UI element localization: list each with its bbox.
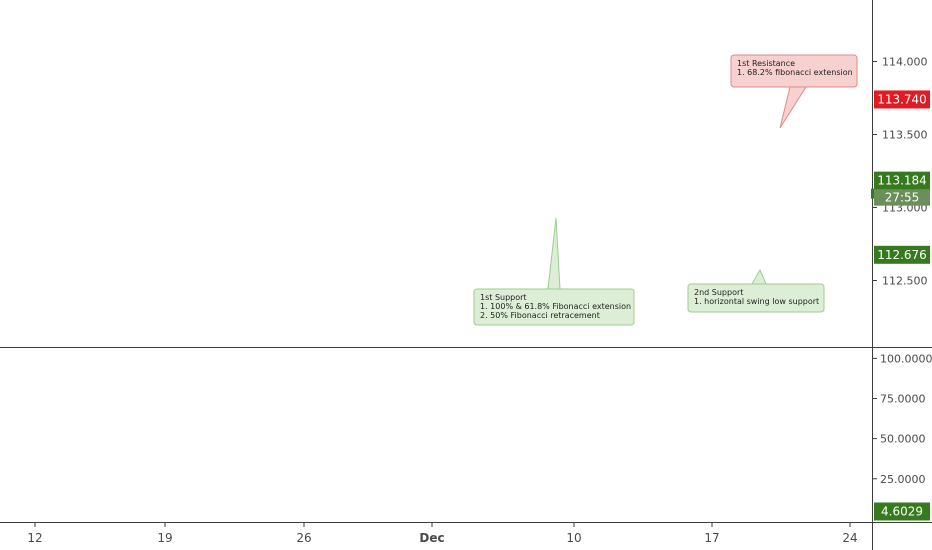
time-tick-label: 17 [704, 531, 719, 545]
time-tick-label: 26 [296, 531, 311, 545]
level-price-text: 112.676 [877, 248, 927, 262]
callout-line: 1. horizontal swing low support [694, 297, 819, 306]
time-tick-label: Dec [419, 531, 444, 545]
callout-title: 1st Resistance [737, 59, 795, 68]
osc-value-text: 4.6029 [881, 505, 923, 519]
time-tick-label: 24 [842, 531, 857, 545]
callout-line: 2. 50% Fibonacci retracement [480, 311, 600, 320]
callout-line: 1. 68.2% fibonacci extension [737, 68, 853, 77]
current-price-marker [871, 188, 874, 199]
countdown-text: 27:55 [885, 191, 920, 205]
level-price-text: 113.740 [877, 92, 927, 106]
level-price-tag [874, 171, 930, 190]
countdown-tag [874, 189, 930, 206]
time-tick-label: 19 [157, 531, 172, 545]
level-price-tag [874, 245, 930, 264]
callout-title: 1st Support [480, 293, 527, 302]
callout-box [687, 283, 825, 313]
time-tick-label: 12 [27, 531, 42, 545]
price-tick-label: 112.500 [882, 275, 928, 288]
callout-box [473, 288, 635, 326]
osc-tick-label: 100.0000 [880, 352, 932, 365]
osc-value-tag [874, 502, 930, 521]
price-tick-label: 114.000 [882, 56, 928, 69]
callout-title: 2nd Support [694, 288, 743, 297]
osc-tick-label: 75.0000 [880, 393, 926, 406]
level-price-text: 113.184 [877, 174, 927, 188]
price-tick-label: 113.500 [882, 129, 928, 142]
time-tick-label: 10 [566, 531, 581, 545]
callout-line: 1. 100% & 61.8% Fibonacci extension [480, 302, 631, 311]
callout-box [730, 54, 858, 88]
osc-tick-label: 50.0000 [880, 433, 926, 446]
osc-tick-label: 25.0000 [880, 473, 926, 486]
level-price-tag [874, 90, 930, 109]
